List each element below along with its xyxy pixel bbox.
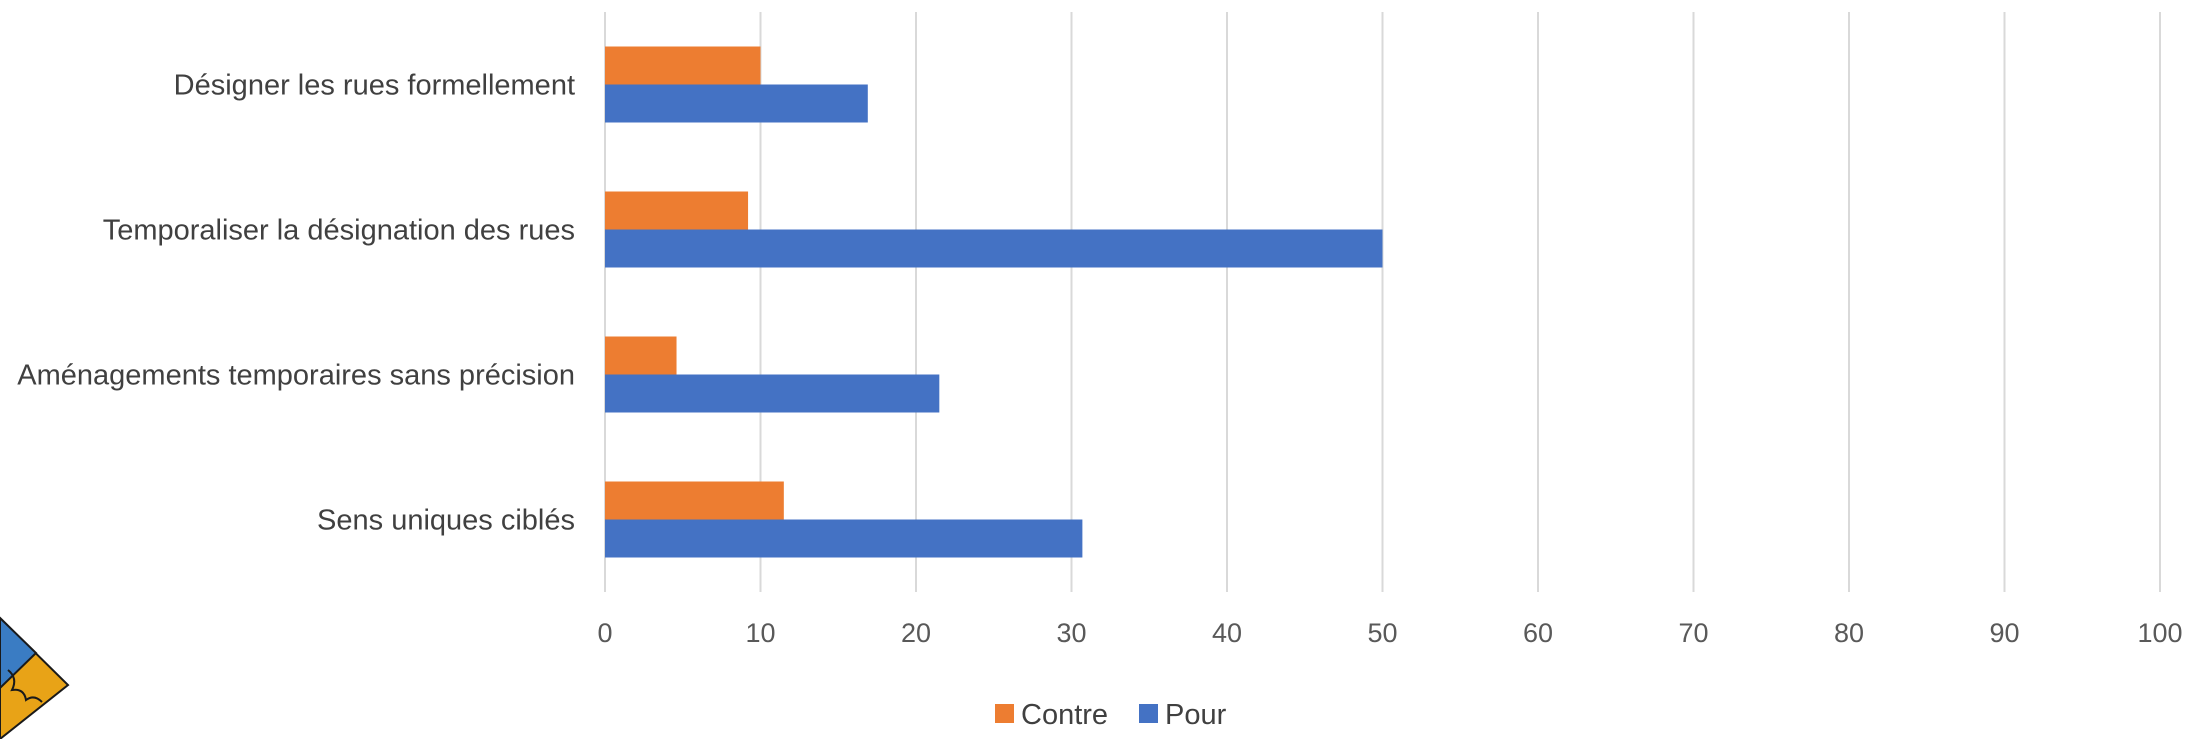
legend-swatch-pour bbox=[1139, 704, 1158, 723]
bar-contre bbox=[605, 46, 761, 85]
x-tick-label: 60 bbox=[1523, 618, 1553, 648]
legend-label-pour: Pour bbox=[1165, 699, 1227, 731]
bar-contre bbox=[605, 191, 749, 230]
legend: Contre Pour bbox=[995, 699, 1227, 731]
legend-swatch-contre bbox=[995, 704, 1014, 723]
bar-contre bbox=[605, 481, 784, 520]
bar-pour bbox=[605, 374, 940, 413]
x-tick-label: 80 bbox=[1834, 618, 1864, 648]
coat-of-arms-icon bbox=[0, 616, 70, 739]
legend-label-contre: Contre bbox=[1021, 699, 1108, 731]
category-label: Aménagements temporaires sans précision bbox=[17, 360, 575, 392]
category-label: Temporaliser la désignation des rues bbox=[103, 215, 575, 247]
bar-contre bbox=[605, 336, 677, 375]
bar-pour bbox=[605, 84, 868, 123]
bar-pour bbox=[605, 229, 1383, 268]
x-tick-label: 40 bbox=[1212, 618, 1242, 648]
bars bbox=[605, 46, 1383, 558]
x-tick-label: 70 bbox=[1678, 618, 1708, 648]
category-label: Désigner les rues formellement bbox=[174, 70, 575, 102]
x-tick-label: 90 bbox=[1989, 618, 2019, 648]
category-labels: Désigner les rues formellement Temporalis… bbox=[17, 70, 575, 537]
x-tick-label: 100 bbox=[2137, 618, 2182, 648]
x-tick-label: 10 bbox=[745, 618, 775, 648]
x-tick-label: 20 bbox=[901, 618, 931, 648]
x-axis-ticks: 0 10 20 30 40 50 60 70 80 90 100 bbox=[597, 618, 2182, 648]
bar-pour bbox=[605, 519, 1083, 558]
x-tick-label: 0 bbox=[597, 618, 612, 648]
x-tick-label: 50 bbox=[1367, 618, 1397, 648]
category-label: Sens uniques ciblés bbox=[317, 505, 575, 537]
x-tick-label: 30 bbox=[1056, 618, 1086, 648]
